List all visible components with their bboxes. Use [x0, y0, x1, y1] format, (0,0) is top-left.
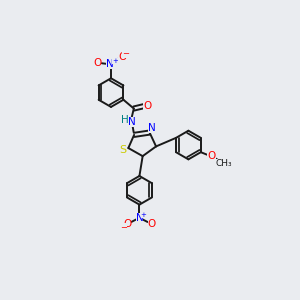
Text: −: −: [120, 223, 127, 232]
Text: O: O: [143, 101, 152, 111]
Text: N: N: [128, 117, 136, 128]
Text: −: −: [122, 49, 129, 58]
Text: N: N: [148, 123, 155, 134]
Text: S: S: [120, 145, 127, 155]
Text: N: N: [106, 59, 114, 69]
Text: CH₃: CH₃: [216, 159, 232, 168]
Text: N: N: [136, 213, 143, 223]
Text: O: O: [93, 58, 101, 68]
Text: O: O: [118, 52, 126, 62]
Text: +: +: [112, 58, 118, 64]
Text: H: H: [121, 115, 129, 125]
Text: O: O: [207, 152, 216, 161]
Text: O: O: [148, 219, 156, 229]
Text: +: +: [141, 212, 146, 218]
Text: O: O: [123, 219, 131, 229]
